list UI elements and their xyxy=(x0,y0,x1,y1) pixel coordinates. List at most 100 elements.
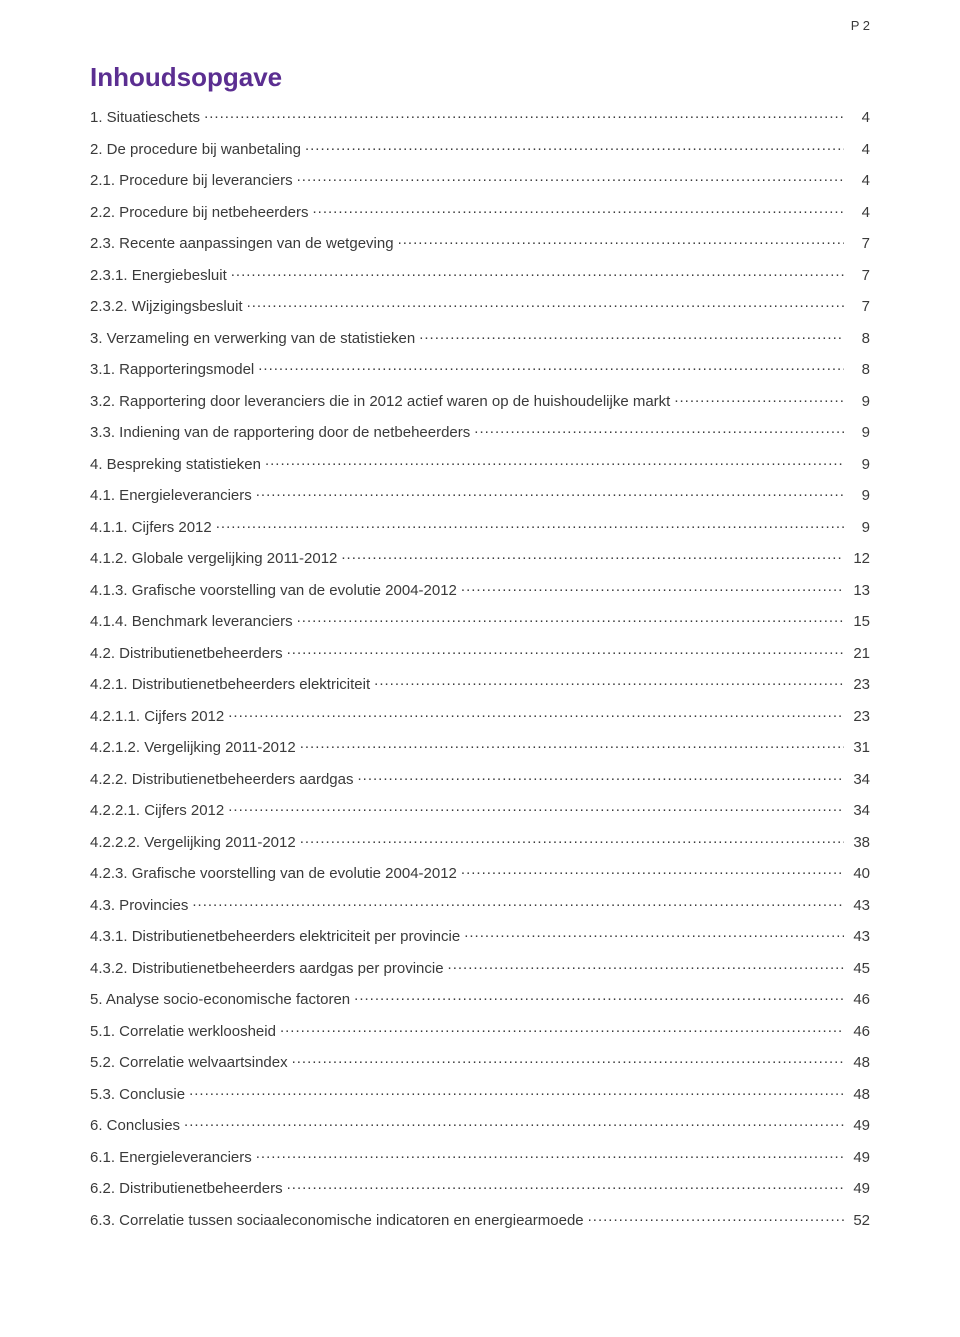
toc-entry-label: 3. Verzameling en verwerking van de stat… xyxy=(90,330,415,347)
toc-entry[interactable]: 2.1. Procedure bij leveranciers4 xyxy=(90,170,870,189)
toc-entry[interactable]: 5.1. Correlatie werkloosheid46 xyxy=(90,1021,870,1040)
toc-entry[interactable]: 4.1.1. Cijfers 2012 9 xyxy=(90,517,870,536)
toc-entry[interactable]: 4.2.1. Distributienetbeheerders elektric… xyxy=(90,674,870,693)
toc-leader-dots xyxy=(398,233,844,248)
toc-leader-dots xyxy=(461,580,844,595)
toc-entry[interactable]: 3.1. Rapporteringsmodel 8 xyxy=(90,359,870,378)
toc-entry[interactable]: 4.1. Energieleveranciers9 xyxy=(90,485,870,504)
toc-entry-page: 43 xyxy=(848,897,870,914)
toc-leader-dots xyxy=(280,1021,844,1036)
toc-entry-label: 3.1. Rapporteringsmodel xyxy=(90,361,254,378)
document-page: P 2 Inhoudsopgave 1. Situatieschets42. D… xyxy=(0,0,960,1337)
toc-entry[interactable]: 3.3. Indiening van de rapportering door … xyxy=(90,422,870,441)
toc-entry[interactable]: 6.3. Correlatie tussen sociaaleconomisch… xyxy=(90,1210,870,1229)
toc-entry[interactable]: 4. Bespreking statistieken9 xyxy=(90,454,870,473)
toc-entry-page: 49 xyxy=(848,1180,870,1197)
toc-entry-page: 4 xyxy=(848,204,870,221)
toc-leader-dots xyxy=(189,1084,844,1099)
toc-leader-dots xyxy=(287,643,844,658)
toc-entry[interactable]: 4.2.1.1. Cijfers 201223 xyxy=(90,706,870,725)
toc-entry-page: 8 xyxy=(848,330,870,347)
toc-entry[interactable]: 4.2. Distributienetbeheerders21 xyxy=(90,643,870,662)
toc-leader-dots xyxy=(300,832,844,847)
toc-leader-dots xyxy=(674,391,844,406)
toc-leader-dots xyxy=(312,202,844,217)
toc-entry-page: 21 xyxy=(848,645,870,662)
toc-entry-label: 4.1.1. Cijfers 2012 xyxy=(90,519,212,536)
toc-entry[interactable]: 6.1. Energieleveranciers49 xyxy=(90,1147,870,1166)
toc-entry-label: 4.1. Energieleveranciers xyxy=(90,487,252,504)
toc-entry-label: 4.1.3. Grafische voorstelling van de evo… xyxy=(90,582,457,599)
toc-entry[interactable]: 2.3.2. Wijzigingsbesluit7 xyxy=(90,296,870,315)
toc-entry[interactable]: 4.2.2.1. Cijfers 2012 34 xyxy=(90,800,870,819)
toc-leader-dots xyxy=(258,359,844,374)
toc-leader-dots xyxy=(419,328,844,343)
toc-leader-dots xyxy=(228,800,844,815)
toc-entry[interactable]: 6.2. Distributienetbeheerders 49 xyxy=(90,1178,870,1197)
toc-entry-label: 5. Analyse socio-economische factoren xyxy=(90,991,350,1008)
toc-leader-dots xyxy=(256,1147,844,1162)
toc-entry-page: 49 xyxy=(848,1117,870,1134)
toc-entry[interactable]: 3. Verzameling en verwerking van de stat… xyxy=(90,328,870,347)
toc-entry-page: 34 xyxy=(848,802,870,819)
toc-entry[interactable]: 2. De procedure bij wanbetaling4 xyxy=(90,139,870,158)
toc-entry-page: 9 xyxy=(848,393,870,410)
toc-title: Inhoudsopgave xyxy=(90,62,870,93)
toc-entry-label: 5.3. Conclusie xyxy=(90,1086,185,1103)
toc-entry-page: 7 xyxy=(848,298,870,315)
toc-entry-page: 9 xyxy=(848,519,870,536)
toc-entry-label: 5.2. Correlatie welvaartsindex xyxy=(90,1054,288,1071)
toc-leader-dots xyxy=(300,737,844,752)
toc-entry-page: 45 xyxy=(848,960,870,977)
toc-entry-page: 40 xyxy=(848,865,870,882)
toc-leader-dots xyxy=(287,1178,844,1193)
toc-entry[interactable]: 3.2. Rapportering door leveranciers die … xyxy=(90,391,870,410)
toc-entry[interactable]: 4.2.3. Grafische voorstelling van de evo… xyxy=(90,863,870,882)
toc-entry[interactable]: 4.1.4. Benchmark leveranciers 15 xyxy=(90,611,870,630)
toc-leader-dots xyxy=(305,139,844,154)
toc-entry-page: 12 xyxy=(848,550,870,567)
toc-entry-label: 2.2. Procedure bij netbeheerders xyxy=(90,204,308,221)
toc-entry[interactable]: 4.1.2. Globale vergelijking 2011-2012 12 xyxy=(90,548,870,567)
toc-entry-page: 49 xyxy=(848,1149,870,1166)
toc-entry-page: 9 xyxy=(848,456,870,473)
toc-entry[interactable]: 4.1.3. Grafische voorstelling van de evo… xyxy=(90,580,870,599)
toc-entry-page: 9 xyxy=(848,424,870,441)
toc-entry-label: 3.3. Indiening van de rapportering door … xyxy=(90,424,470,441)
toc-entry[interactable]: 2.3.1. Energiebesluit 7 xyxy=(90,265,870,284)
toc-entry[interactable]: 1. Situatieschets4 xyxy=(90,107,870,126)
toc-entry[interactable]: 2.2. Procedure bij netbeheerders 4 xyxy=(90,202,870,221)
toc-entry[interactable]: 4.3.2. Distributienetbeheerders aardgas … xyxy=(90,958,870,977)
toc-leader-dots xyxy=(358,769,845,784)
toc-entry-label: 4.2.2.1. Cijfers 2012 xyxy=(90,802,224,819)
toc-entry-label: 4.2.2.2. Vergelijking 2011-2012 xyxy=(90,834,296,851)
toc-entry-page: 7 xyxy=(848,267,870,284)
toc-entry[interactable]: 5.2. Correlatie welvaartsindex48 xyxy=(90,1052,870,1071)
toc-entry[interactable]: 4.2.2.2. Vergelijking 2011-201238 xyxy=(90,832,870,851)
toc-entry-label: 2.3.1. Energiebesluit xyxy=(90,267,227,284)
toc-entry-label: 4.2.1.2. Vergelijking 2011-2012 xyxy=(90,739,296,756)
toc-entry-page: 4 xyxy=(848,172,870,189)
toc-entry-label: 4.1.4. Benchmark leveranciers xyxy=(90,613,293,630)
toc-entry-page: 15 xyxy=(848,613,870,630)
toc-entry-label: 4.2.1. Distributienetbeheerders elektric… xyxy=(90,676,370,693)
toc-entry[interactable]: 5.3. Conclusie48 xyxy=(90,1084,870,1103)
toc-entry-page: 31 xyxy=(848,739,870,756)
toc-entry[interactable]: 4.3. Provincies 43 xyxy=(90,895,870,914)
toc-entry[interactable]: 4.3.1. Distributienetbeheerders elektric… xyxy=(90,926,870,945)
toc-entry-label: 6.2. Distributienetbeheerders xyxy=(90,1180,283,1197)
toc-entry[interactable]: 2.3. Recente aanpassingen van de wetgevi… xyxy=(90,233,870,252)
toc-entry-label: 2.3. Recente aanpassingen van de wetgevi… xyxy=(90,235,394,252)
toc-entry[interactable]: 6. Conclusies49 xyxy=(90,1115,870,1134)
toc-entry-page: 4 xyxy=(848,141,870,158)
toc-entry-label: 4.3. Provincies xyxy=(90,897,188,914)
toc-entry[interactable]: 4.2.2. Distributienetbeheerders aardgas3… xyxy=(90,769,870,788)
toc-entry[interactable]: 4.2.1.2. Vergelijking 2011-2012 31 xyxy=(90,737,870,756)
toc-entry-page: 13 xyxy=(848,582,870,599)
toc-leader-dots xyxy=(231,265,844,280)
toc-leader-dots xyxy=(354,989,844,1004)
toc-entry-label: 4.1.2. Globale vergelijking 2011-2012 xyxy=(90,550,337,567)
toc-leader-dots xyxy=(256,485,844,500)
toc-entry-page: 8 xyxy=(848,361,870,378)
toc-entry[interactable]: 5. Analyse socio-economische factoren46 xyxy=(90,989,870,1008)
